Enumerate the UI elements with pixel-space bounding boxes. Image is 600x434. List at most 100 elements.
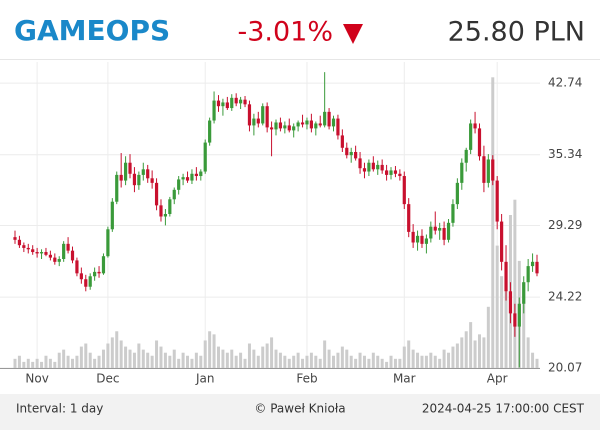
volume-bar [62, 349, 66, 368]
candle-body [314, 123, 318, 129]
volume-bar [455, 343, 459, 368]
candle-body [132, 173, 137, 186]
candle-body [420, 235, 424, 244]
candle-body [39, 252, 44, 254]
candle-body [433, 226, 437, 231]
candle-body [292, 126, 296, 131]
volume-bar [305, 355, 309, 368]
candle-body [345, 147, 349, 156]
candle-body [336, 118, 340, 136]
y-tick-label: 42.74 [548, 76, 582, 90]
candle-body [75, 260, 79, 274]
volume-bar [389, 355, 393, 368]
author: © Paweł Knioła [254, 402, 345, 416]
candle-body [446, 222, 451, 240]
y-tick-label: 29.29 [548, 218, 582, 232]
volume-bar [203, 340, 207, 368]
volume-bar [424, 355, 428, 368]
volume-bar [186, 355, 190, 368]
candle-body [415, 235, 420, 243]
candle-body [199, 171, 203, 177]
volume-bar [345, 349, 349, 368]
volume-bar [318, 358, 322, 368]
volume-bar [216, 346, 220, 368]
volume-bar [181, 352, 185, 368]
candle-body [442, 227, 446, 240]
volume-bar [221, 349, 225, 368]
candle-body [159, 205, 163, 217]
candle-body [57, 259, 61, 262]
y-tick-label: 35.34 [548, 147, 582, 161]
candle-body [172, 189, 176, 200]
candle-body [438, 227, 442, 231]
volume-bar [362, 355, 366, 368]
volume-bar [354, 358, 358, 368]
candle-body [482, 156, 486, 183]
volume-bar [71, 358, 75, 368]
volume-bar [190, 358, 194, 368]
volume-bar [40, 361, 44, 368]
candle-body [384, 170, 389, 175]
candle-body [354, 151, 358, 159]
candle-body [530, 261, 535, 267]
volume-bar [402, 346, 406, 368]
candle-body [185, 177, 190, 181]
volume-bar [336, 352, 340, 368]
volume-bar [416, 352, 420, 368]
candle-body [424, 238, 429, 244]
candle-body [526, 266, 530, 283]
volume-bar [110, 337, 114, 368]
volume-bar [22, 361, 26, 368]
volume-bar [491, 77, 495, 369]
volume-bar [486, 306, 490, 368]
candle-body [35, 252, 39, 254]
volume-bar [26, 358, 30, 368]
candle-body [486, 159, 490, 183]
volume-bar [225, 352, 229, 368]
candle-body [407, 204, 411, 232]
volume-bar [48, 358, 52, 368]
volume-bar [526, 337, 530, 368]
volume-bar [79, 346, 83, 368]
volume-bar [53, 361, 57, 368]
x-tick-label: Feb [296, 372, 317, 386]
candle-body [106, 229, 110, 257]
candle-body [455, 182, 459, 205]
candle-body [522, 282, 526, 304]
volume-bar [194, 352, 198, 368]
candle-body [150, 178, 154, 183]
candle-body [212, 100, 216, 121]
candle-body [44, 252, 48, 255]
volume-bar [301, 358, 305, 368]
candle-body [371, 162, 375, 170]
candle-body [309, 120, 313, 129]
candle-body [181, 177, 185, 180]
volume-bar [340, 346, 344, 368]
candle-body [48, 254, 52, 258]
candle-body [517, 303, 521, 327]
volume-bar [106, 343, 110, 368]
volume-bar [500, 276, 504, 368]
volume-bar [150, 355, 154, 368]
candle-body [154, 182, 159, 206]
candle-body [119, 174, 123, 181]
volume-bar [66, 355, 70, 368]
candle-body [194, 173, 198, 177]
candle-body [535, 261, 539, 274]
volume-bar [332, 355, 336, 368]
volume-bar [473, 340, 477, 368]
y-tick-label: 20.07 [548, 361, 582, 375]
volume-bar [31, 361, 35, 368]
timestamp: 2024-04-25 17:00:00 CEST [422, 402, 585, 416]
volume-bar [234, 355, 238, 368]
volume-bar [146, 352, 150, 368]
candle-body [137, 174, 141, 186]
volume-bar [447, 352, 451, 368]
volume-bar [482, 337, 486, 368]
volume-bar [159, 346, 163, 368]
candle-body [495, 180, 499, 222]
x-tick-label: Mar [393, 372, 416, 386]
candle-body [110, 201, 114, 230]
candle-body [31, 249, 35, 253]
volume-bar [393, 358, 397, 368]
